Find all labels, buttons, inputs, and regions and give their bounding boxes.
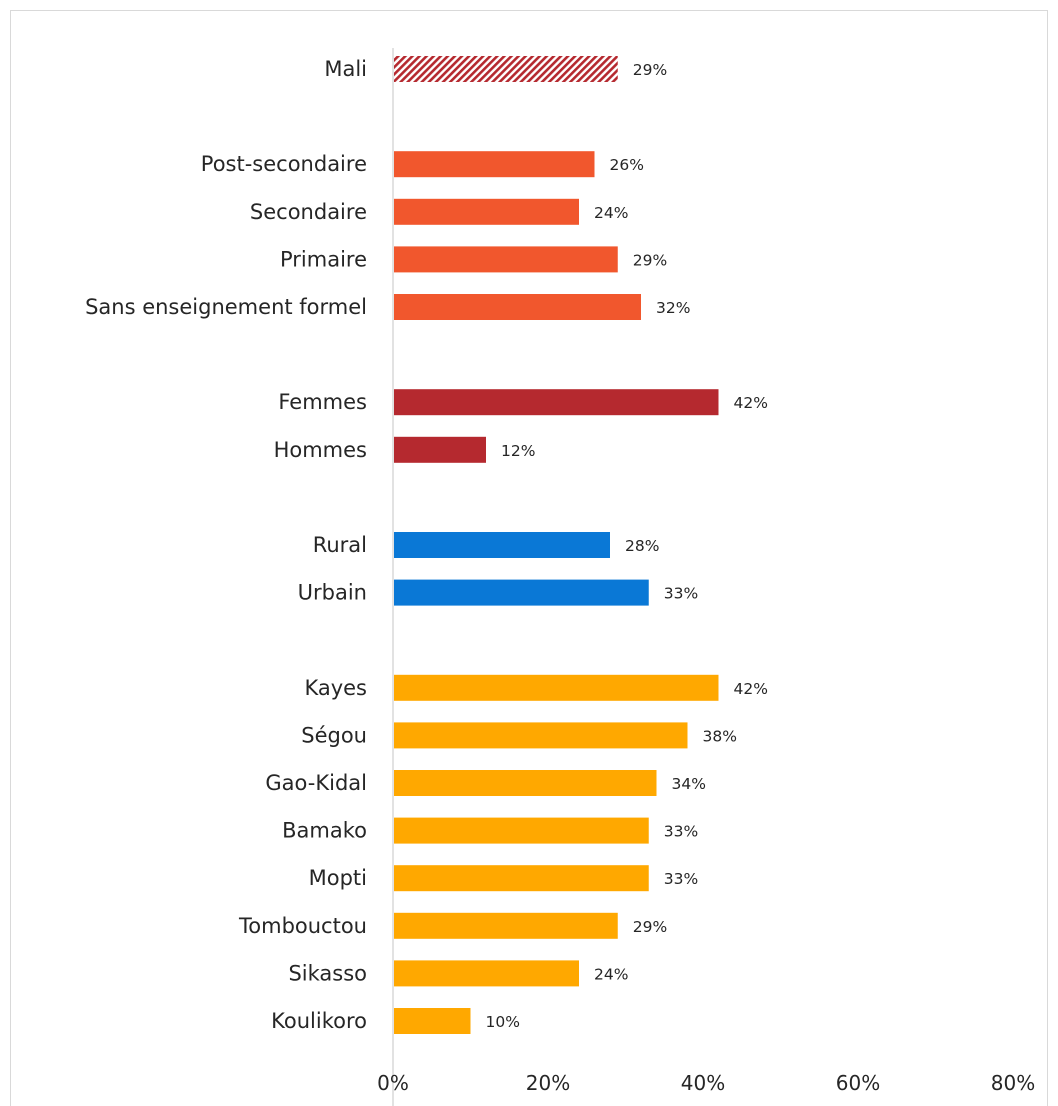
data-label: 10%: [486, 1013, 520, 1031]
bar-region: [394, 865, 649, 892]
category-label: Secondaire: [250, 200, 367, 224]
bar-education: [394, 246, 618, 273]
data-label: 32%: [656, 299, 690, 317]
bar-residence: [394, 579, 649, 606]
category-label: Post-secondaire: [201, 152, 367, 176]
data-label: 26%: [610, 156, 644, 174]
data-label: 24%: [594, 204, 628, 222]
category-label: Mopti: [309, 866, 367, 890]
data-label: 33%: [664, 585, 698, 603]
category-label: Primaire: [280, 247, 367, 271]
bar-residence: [394, 532, 610, 558]
bar-total: [394, 56, 618, 82]
category-label: Hommes: [274, 438, 367, 462]
data-label: 29%: [633, 61, 667, 79]
data-label: 28%: [625, 537, 659, 555]
data-label: 24%: [594, 965, 628, 983]
x-tick-label: 80%: [991, 1071, 1035, 1095]
category-label: Kayes: [304, 676, 367, 700]
category-label: Gao-Kidal: [265, 771, 367, 795]
category-label: Bamako: [282, 819, 367, 843]
category-label: Mali: [324, 57, 367, 81]
bar-region: [394, 770, 657, 796]
bar-region: [394, 1008, 471, 1034]
category-label: Sikasso: [288, 961, 367, 985]
data-label: 33%: [664, 870, 698, 888]
bar-education: [394, 294, 641, 320]
bar-gender: [394, 389, 719, 416]
bar-region: [394, 960, 579, 987]
category-label: Koulikoro: [271, 1009, 367, 1033]
bar-region: [394, 722, 688, 749]
x-tick-label: 20%: [526, 1071, 570, 1095]
data-label: 42%: [734, 394, 768, 412]
bar-education: [394, 151, 595, 178]
data-label: 34%: [672, 775, 706, 793]
bar-gender: [394, 436, 486, 463]
data-label: 38%: [703, 727, 737, 745]
bar-region: [394, 817, 649, 844]
x-tick-label: 60%: [836, 1071, 880, 1095]
bar-region: [394, 912, 618, 939]
category-label: Tombouctou: [238, 914, 367, 938]
category-label: Femmes: [278, 390, 367, 414]
data-label: 42%: [734, 680, 768, 698]
data-label: 29%: [633, 251, 667, 269]
bar-region: [394, 674, 719, 701]
category-label: Urbain: [298, 581, 367, 605]
x-tick-label: 0%: [377, 1071, 409, 1095]
data-label: 12%: [501, 442, 535, 460]
data-label: 33%: [664, 823, 698, 841]
x-tick-label: 40%: [681, 1071, 725, 1095]
bar-education: [394, 198, 579, 225]
category-label: Sans enseignement formel: [85, 295, 367, 319]
data-label: 29%: [633, 918, 667, 936]
category-label: Ségou: [301, 723, 367, 747]
category-label: Rural: [313, 533, 367, 557]
